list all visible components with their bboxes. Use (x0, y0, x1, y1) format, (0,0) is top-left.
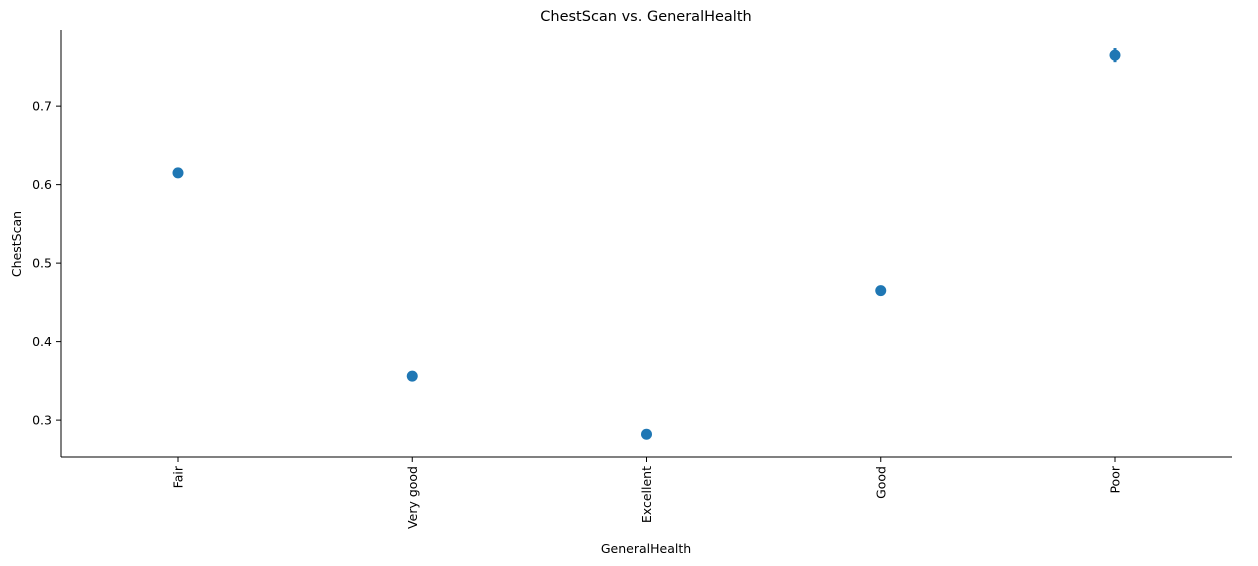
data-point (172, 167, 184, 179)
x-tick-label: Good (873, 466, 888, 499)
y-tick-label: 0.3 (32, 413, 52, 428)
y-axis-title: ChestScan (9, 211, 24, 277)
data-point (1109, 49, 1121, 61)
y-ticks: 0.3 0.4 0.5 0.6 0.7 (32, 99, 61, 428)
x-tick-label: Fair (171, 465, 186, 488)
y-tick-label: 0.7 (32, 99, 52, 114)
chart-title: ChestScan vs. GeneralHealth (540, 9, 751, 25)
x-axis-title: GeneralHealth (601, 541, 691, 556)
y-tick-label: 0.6 (32, 177, 52, 192)
x-tick-label: Very good (405, 466, 420, 529)
data-point (875, 285, 887, 297)
data-points (172, 49, 1121, 440)
error-bars (176, 48, 1117, 437)
plot-area: 0.3 0.4 0.5 0.6 0.7 Fair Very good Excellent Go… (32, 30, 1232, 529)
x-ticks: Fair Very good Excellent Good Poor (171, 457, 1123, 529)
data-point (406, 370, 418, 382)
y-tick-label: 0.5 (32, 256, 52, 271)
data-point (641, 428, 652, 440)
x-tick-label: Excellent (639, 466, 654, 523)
y-tick-label: 0.4 (32, 334, 52, 349)
x-tick-label: Poor (1108, 465, 1123, 493)
